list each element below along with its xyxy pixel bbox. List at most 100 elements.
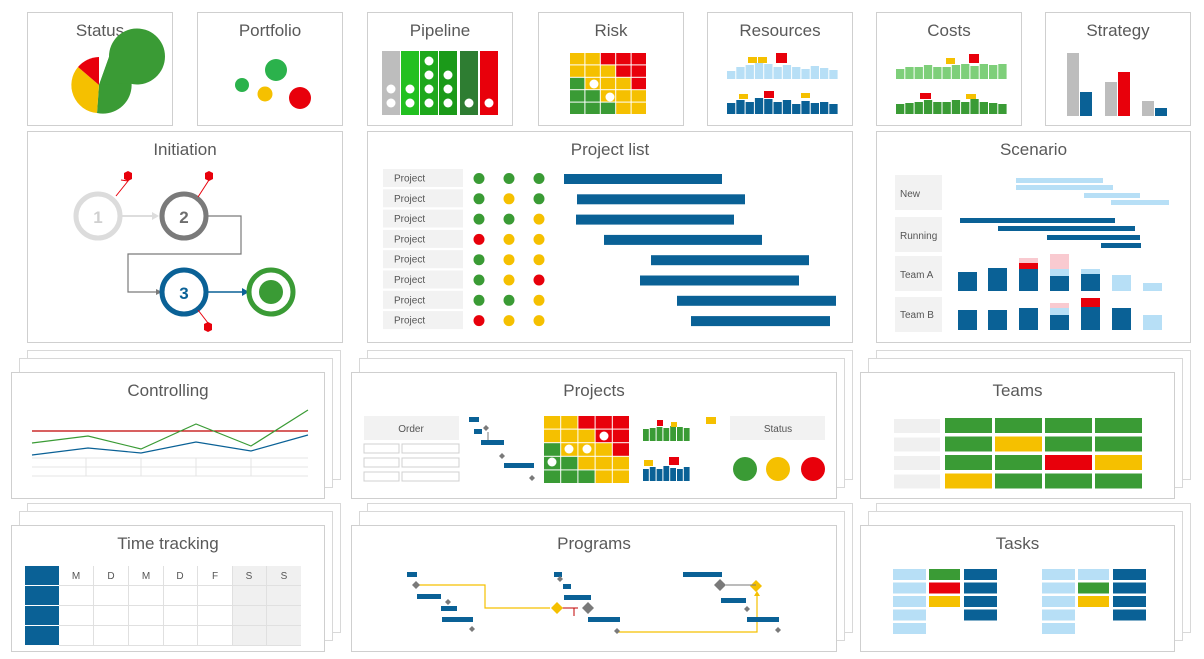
- task-card: [1078, 596, 1109, 607]
- teams-cell: [995, 455, 1042, 470]
- resource-bar: [810, 66, 819, 79]
- project-row-label-bg: [383, 311, 463, 330]
- projects-risk-cell: [595, 470, 612, 483]
- projects-tile[interactable]: Projects Order Status: [351, 372, 837, 499]
- projects-risk-cell: [561, 456, 578, 470]
- projects-risk-marker: [599, 431, 609, 441]
- time-tracking-grid-icon: M D M D F S S: [25, 566, 301, 646]
- projects-cost-overrun: [706, 417, 716, 424]
- cost-bar: [905, 103, 914, 114]
- scenario-row-team-a: Team A: [900, 270, 934, 281]
- projects-risk-cell: [544, 470, 561, 483]
- project-row-label: Project: [394, 255, 425, 266]
- cost-bar: [961, 64, 970, 79]
- project-status-dot: [533, 213, 545, 225]
- resource-bar: [736, 67, 745, 79]
- resource-bar: [829, 70, 838, 79]
- project-gantt-bar: [651, 255, 809, 266]
- status-pie-icon: [71, 28, 165, 114]
- project-status-dot: [473, 193, 485, 205]
- risk-cell: [600, 65, 616, 77]
- risk-cell: [585, 102, 600, 114]
- strategy-tile[interactable]: Strategy: [1045, 12, 1191, 126]
- risk-cell: [631, 53, 646, 65]
- risk-marker: [589, 79, 599, 89]
- project-list-gantt: Project Project Project Project Project Proje…: [383, 169, 836, 330]
- portfolio-title: Portfolio: [238, 21, 302, 40]
- resource-bar: [764, 64, 773, 79]
- projects-resource-bar: [677, 469, 683, 481]
- teams-grid-icon: [894, 418, 1142, 489]
- projects-risk-cell: [544, 429, 561, 443]
- teams-cell: [995, 436, 1042, 452]
- project-status-dot: [533, 294, 545, 306]
- projects-risk-marker: [547, 457, 557, 467]
- risk-cell: [616, 102, 631, 114]
- resource-bar: [801, 101, 810, 114]
- costs-tile[interactable]: Costs: [876, 12, 1022, 126]
- project-status-dot: [503, 274, 515, 286]
- projects-risk-cell: [612, 456, 629, 470]
- project-row-label-bg: [383, 189, 463, 208]
- risk-matrix-icon: [570, 53, 646, 114]
- projects-risk-cell: [561, 416, 578, 429]
- day-mon: M: [72, 571, 80, 582]
- task-card: [893, 596, 926, 607]
- project-row-label-bg: [383, 250, 463, 269]
- projects-risk-cell: [595, 443, 612, 456]
- teams-cell: [1045, 436, 1092, 452]
- project-list-tile[interactable]: Project list Project Project Project Projec…: [367, 131, 853, 343]
- initiation-tile[interactable]: Initiation 1 2 3: [27, 131, 343, 343]
- resource-bar: [792, 104, 801, 114]
- time-tracking-tile[interactable]: Time tracking M D M D F S S: [11, 525, 325, 652]
- programs-tile[interactable]: Programs: [351, 525, 837, 652]
- resources-title: Resources: [739, 21, 821, 40]
- project-status-dot: [473, 274, 485, 286]
- resource-overload: [758, 57, 767, 63]
- resource-bar: [745, 102, 754, 114]
- project-status-dot: [473, 315, 485, 327]
- teams-row-label-bg: [894, 419, 940, 433]
- resource-bar: [820, 102, 829, 114]
- status-tile[interactable]: Status: [27, 12, 173, 126]
- scenario-row-team-b: Team B: [900, 310, 934, 321]
- resources-tile[interactable]: Resources: [707, 12, 853, 126]
- risk-cell: [631, 77, 646, 90]
- project-row-label: Project: [394, 295, 425, 306]
- risk-tile[interactable]: Risk: [538, 12, 684, 126]
- cost-bar: [896, 69, 905, 79]
- order-label: Order: [398, 424, 424, 435]
- teams-cell: [1045, 455, 1092, 470]
- task-card: [964, 596, 997, 607]
- project-row-label: Project: [394, 234, 425, 245]
- controlling-tile[interactable]: Controlling: [11, 372, 325, 499]
- task-card: [1113, 609, 1146, 621]
- task-card: [893, 623, 926, 634]
- task-card: [1113, 569, 1146, 580]
- teams-cell: [1095, 473, 1142, 489]
- step-3-label: 3: [179, 284, 188, 303]
- step-1-label: 1: [93, 208, 102, 227]
- project-gantt-bar: [577, 194, 745, 205]
- day-wed: M: [142, 571, 150, 582]
- cost-bar: [951, 65, 961, 79]
- project-gantt-bar: [640, 275, 799, 286]
- teams-tile[interactable]: Teams: [860, 372, 1175, 499]
- projects-risk-cell: [544, 443, 561, 456]
- resource-bar: [773, 102, 782, 114]
- projects-risk-marker: [564, 444, 574, 454]
- risk-cell: [600, 102, 616, 114]
- teams-row-label-bg: [894, 456, 940, 470]
- resource-bar: [801, 69, 810, 79]
- project-gantt-bar: [576, 214, 734, 225]
- scenario-tile[interactable]: Scenario New Running Team A Team B: [876, 131, 1191, 343]
- projects-cost-overrun: [657, 420, 663, 426]
- cost-bar: [970, 66, 979, 79]
- project-row-label-bg: [383, 229, 463, 248]
- tasks-tile[interactable]: Tasks: [860, 525, 1175, 652]
- pipeline-tile[interactable]: Pipeline: [367, 12, 513, 126]
- projects-risk-cell: [578, 470, 595, 483]
- resource-overload: [748, 57, 757, 63]
- portfolio-tile[interactable]: Portfolio: [197, 12, 343, 126]
- risk-cell: [631, 65, 646, 77]
